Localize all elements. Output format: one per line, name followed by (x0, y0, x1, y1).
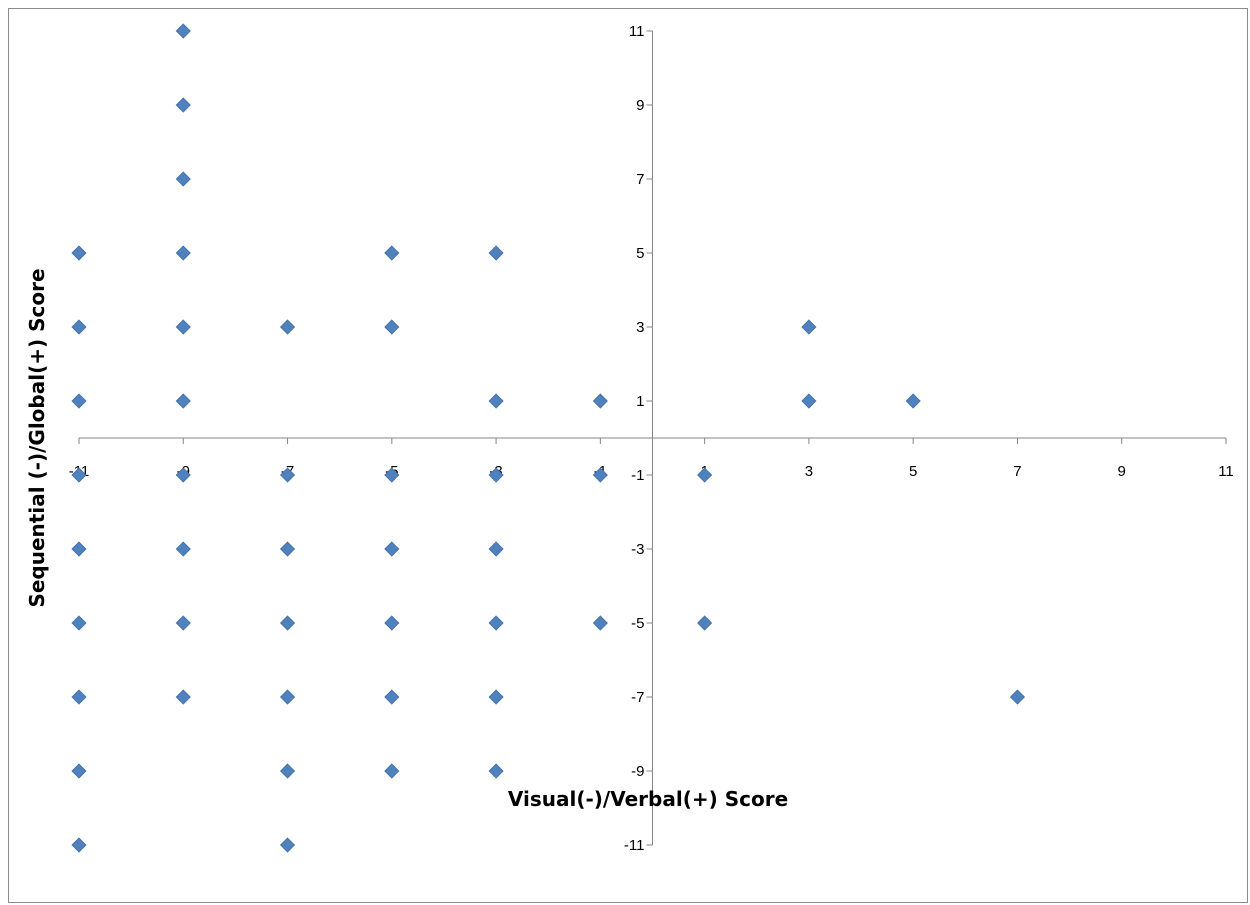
data-point (175, 615, 191, 631)
y-tick-label: 9 (636, 97, 644, 114)
data-point (71, 319, 87, 335)
x-tick-label: 5 (909, 463, 917, 480)
data-point (592, 393, 608, 409)
data-point (384, 763, 400, 779)
data-point (384, 615, 400, 631)
chart-area (8, 8, 1248, 903)
y-tick-label: 11 (629, 23, 645, 40)
x-tick-label: 11 (1218, 463, 1234, 480)
data-point (488, 763, 504, 779)
data-point (488, 615, 504, 631)
data-point (175, 467, 191, 483)
data-point (384, 541, 400, 557)
data-point (279, 541, 296, 557)
data-point (71, 837, 87, 853)
x-tick-label: 9 (1118, 463, 1126, 480)
data-points (71, 23, 1026, 853)
x-axis-title: Visual(-)/Verbal(+) Score (508, 787, 788, 811)
data-point (1009, 689, 1026, 705)
data-point (175, 245, 191, 261)
data-point (175, 541, 191, 557)
data-point (697, 615, 713, 631)
data-point (175, 23, 191, 39)
data-point (592, 467, 608, 483)
data-point (488, 467, 504, 483)
data-point (71, 763, 87, 779)
data-point (279, 763, 296, 779)
data-point (488, 689, 504, 705)
data-point (71, 467, 87, 483)
data-point (488, 245, 504, 261)
x-tick-label: 7 (1013, 463, 1021, 480)
data-point (175, 319, 191, 335)
data-point (488, 393, 504, 409)
data-point (488, 541, 504, 557)
data-point (279, 319, 296, 335)
data-point (71, 541, 87, 557)
data-point (175, 393, 191, 409)
data-point (279, 615, 296, 631)
y-tick-label: -3 (631, 541, 644, 558)
data-point (71, 245, 87, 261)
data-point (384, 689, 400, 705)
y-tick-label: 5 (636, 245, 644, 262)
y-tick-label: 7 (636, 171, 644, 188)
data-point (384, 467, 400, 483)
y-tick-label: -1 (631, 467, 644, 484)
data-point (279, 689, 296, 705)
data-point (801, 319, 817, 335)
y-tick-label: -11 (624, 837, 645, 854)
data-point (71, 615, 87, 631)
data-point (384, 245, 400, 261)
data-point (71, 393, 87, 409)
data-point (801, 393, 817, 409)
y-tick-label: -9 (631, 763, 644, 780)
y-tick-label: 3 (636, 319, 644, 336)
data-point (279, 467, 296, 483)
data-point (592, 615, 608, 631)
data-point (279, 837, 296, 853)
y-tick-label: -5 (631, 615, 644, 632)
data-point (175, 97, 191, 113)
data-point (175, 689, 191, 705)
data-point (697, 467, 713, 483)
data-point (175, 171, 191, 187)
y-tick-label: 1 (636, 393, 644, 410)
data-point (71, 689, 87, 705)
data-point (905, 393, 921, 409)
data-point (384, 319, 400, 335)
y-axis-title: Sequential (-)/Global(+) Score (25, 268, 49, 607)
x-tick-label: 3 (805, 463, 813, 480)
y-tick-label: -7 (631, 689, 644, 706)
